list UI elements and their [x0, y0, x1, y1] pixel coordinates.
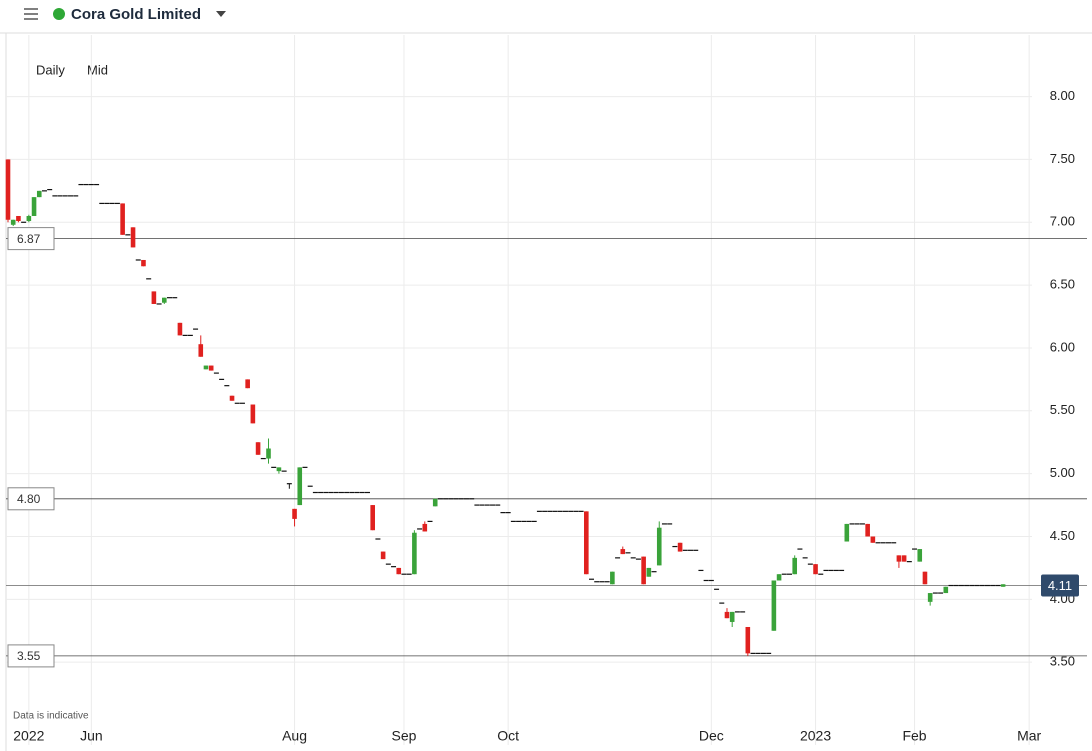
y-tick-label: 4.50 [1050, 528, 1075, 543]
last-price-label: 4.11 [1048, 578, 1072, 593]
candle-body [724, 611, 730, 619]
candle-body [245, 379, 250, 389]
candle-body [901, 555, 907, 562]
level-label-box [7, 644, 55, 668]
dropdown-arrow[interactable] [216, 11, 226, 17]
x-tick-label: Sep [391, 728, 416, 744]
candle-body [177, 322, 183, 336]
candle-body [776, 574, 782, 581]
candle-body [292, 508, 297, 519]
candle-body [36, 190, 42, 198]
candle-body [771, 580, 777, 631]
candle-body [1000, 584, 1006, 587]
candle-body [620, 549, 626, 555]
candle-body [745, 626, 751, 654]
candle-body [813, 564, 818, 575]
y-tick-label: 6.00 [1050, 339, 1075, 354]
candle-body [396, 567, 402, 575]
x-tick-label: Feb [902, 728, 926, 744]
candle-body [917, 549, 923, 562]
candle-body [641, 556, 646, 585]
level-label: 3.55 [17, 649, 41, 663]
candle-body [922, 571, 928, 585]
status-dot [53, 8, 65, 20]
y-tick-label: 7.50 [1050, 151, 1075, 166]
y-tick-label: 7.00 [1050, 214, 1075, 229]
menu-icon[interactable] [24, 8, 38, 20]
y-tick-label: 6.50 [1050, 277, 1075, 292]
candle-body [584, 511, 589, 575]
candle-body [370, 505, 375, 531]
candle-body [943, 586, 949, 594]
candle-body [10, 219, 16, 225]
candle-body [432, 498, 438, 507]
level-label-box [7, 487, 55, 511]
candle-body [31, 197, 37, 216]
candle-body [130, 227, 136, 248]
candle-body [422, 523, 428, 532]
candle-body [656, 527, 662, 566]
candle-body [229, 395, 235, 401]
candle-body [646, 567, 652, 577]
instrument-title[interactable]: Cora Gold Limited [71, 6, 201, 23]
x-tick-label: Jun [80, 728, 103, 744]
interval-label[interactable]: Daily [36, 62, 65, 77]
candle-body [208, 365, 214, 371]
candle-body [792, 557, 798, 575]
candle-body [870, 536, 876, 543]
footnote: Data is indicative [13, 711, 89, 722]
price-type-label[interactable]: Mid [87, 62, 108, 77]
candle-body [141, 259, 146, 267]
y-tick-label: 8.00 [1050, 88, 1075, 103]
candle-body [865, 523, 870, 537]
candle-body [927, 593, 933, 602]
y-tick-label: 3.50 [1050, 654, 1075, 669]
candle-body [16, 215, 21, 222]
candle-body [151, 291, 157, 304]
candle-body [198, 344, 204, 357]
last-price-box [1041, 574, 1079, 597]
candle-body [203, 365, 209, 370]
x-tick-label: 2023 [800, 728, 831, 744]
level-label-box [7, 227, 55, 251]
x-tick-label: 2022 [13, 728, 44, 744]
level-label: 6.87 [17, 232, 41, 246]
candle-body [729, 611, 735, 622]
x-tick-label: Dec [699, 728, 724, 744]
candle-body [677, 542, 683, 552]
y-tick-label: 5.50 [1050, 402, 1075, 417]
candle-body [844, 523, 850, 542]
candle-body [162, 297, 167, 303]
candle-body [610, 571, 615, 585]
candle-body [266, 448, 271, 459]
x-tick-label: Aug [282, 728, 307, 744]
candle-body [250, 404, 256, 424]
candle-body [5, 159, 11, 220]
candle-body [412, 532, 417, 575]
candle-body [120, 203, 125, 235]
candle-body [380, 551, 386, 560]
candle-body [297, 467, 303, 506]
x-tick-label: Mar [1017, 728, 1041, 744]
x-tick-label: Oct [497, 728, 519, 744]
candle-body [896, 555, 902, 562]
y-tick-label: 5.00 [1050, 465, 1075, 480]
candle-body [255, 442, 261, 455]
candle-body [276, 467, 282, 472]
candle-body [26, 215, 32, 222]
level-label: 4.80 [17, 492, 41, 506]
